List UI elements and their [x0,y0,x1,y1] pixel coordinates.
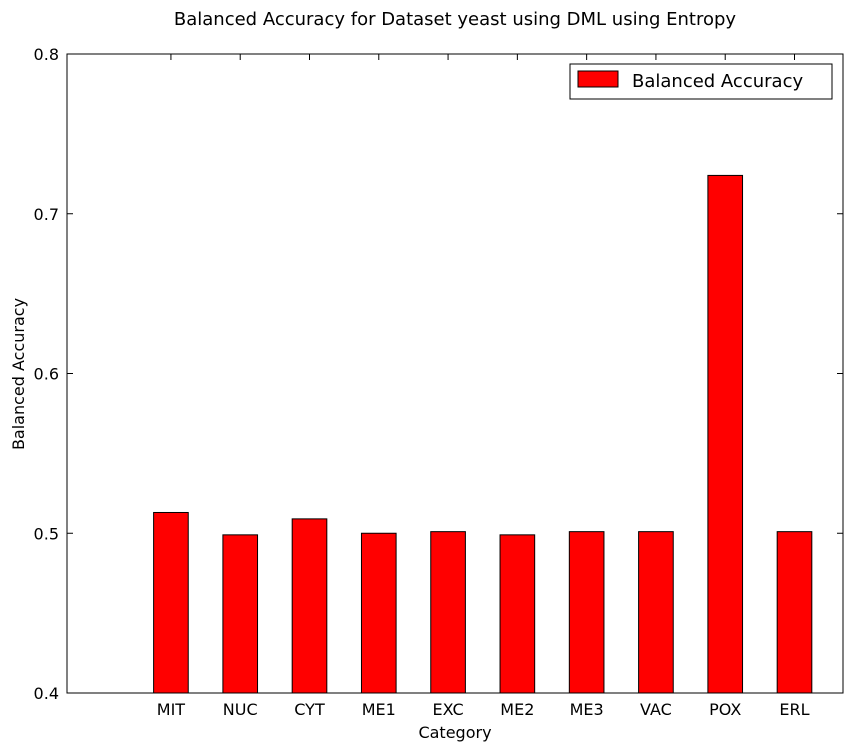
y-axis: 0.4 0.5 0.6 0.7 0.8 [34,45,843,703]
legend-label: Balanced Accuracy [632,71,803,92]
bar [707,174,744,694]
y-tick-label: 0.5 [34,524,59,543]
bar [291,518,328,694]
bar [499,534,536,694]
x-tick-label: ME1 [362,700,396,719]
bar [153,511,189,694]
y-axis-label: Balanced Accuracy [9,298,28,450]
x-axis-label: Category [418,723,491,742]
x-tick-label: ME3 [570,700,604,719]
bars-group [153,174,813,694]
x-axis: MIT NUC CYT ME1 EXC ME2 ME3 VAC POX ERL [157,54,810,719]
legend-swatch [577,70,619,88]
x-tick-label: MIT [157,700,186,719]
x-tick-label: EXC [433,700,464,719]
x-tick-label: NUC [223,700,258,719]
bar [776,531,813,694]
x-tick-label: POX [709,700,741,719]
bar [360,532,397,694]
y-tick-label: 0.6 [34,365,59,384]
y-tick-label: 0.7 [34,205,59,224]
legend: Balanced Accuracy [569,63,833,100]
y-tick-label: 0.4 [34,684,59,703]
x-tick-label: VAC [640,700,672,719]
bar [430,531,466,694]
bar [638,531,674,694]
x-tick-label: ME2 [500,700,534,719]
x-tick-label: ERL [779,700,809,719]
bar [568,531,605,694]
x-tick-label: CYT [294,700,325,719]
bar [222,534,259,694]
chart-title: Balanced Accuracy for Dataset yeast usin… [174,9,737,30]
y-tick-label: 0.8 [34,45,59,64]
